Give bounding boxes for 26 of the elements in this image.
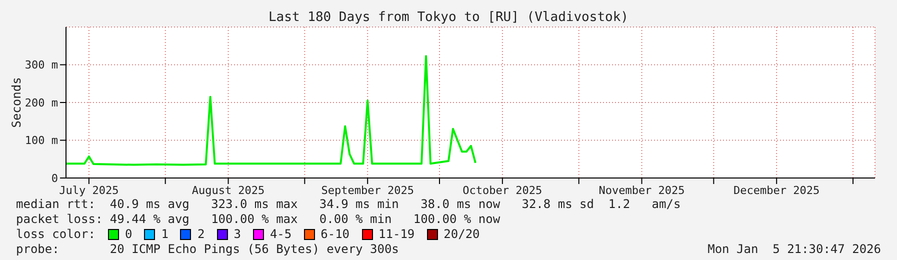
x-tick-label: August 2025 (192, 184, 265, 197)
y-axis-title: Seconds (9, 77, 24, 128)
legend-label: 3 (232, 227, 241, 242)
y-tick-label: 300 m (24, 58, 58, 72)
chart-title: Last 180 Days from Tokyo to [RU] (Vladivostok) (267, 10, 630, 25)
text: packet loss: 49.44 % avg 100.00 % max 0.00 % min 100.00 % now (16, 212, 502, 227)
legend-label: 1 (160, 227, 168, 242)
legend-label: 20/20 (442, 227, 480, 242)
x-tick-label: October 2025 (462, 184, 542, 197)
legend-label: 4-5 (268, 227, 292, 242)
y-tick-label: 100 m (24, 134, 58, 148)
y-tick-label: 0 (51, 172, 58, 185)
x-tick-label: December 2025 (734, 184, 820, 197)
text: probe: 20 ICMP Echo Pings (56 Bytes) every 300s (16, 242, 400, 257)
legend-label: 11-19 (378, 227, 415, 242)
text: median rtt: 40.9 ms avg 323.0 ms max 34.9 ms min 38.0 ms now 32.8 ms sd 1.2 am/s (16, 197, 681, 212)
line-series (66, 55, 476, 166)
x-tick-label: September 2025 (321, 184, 414, 197)
legend-label: 6-10 (320, 227, 350, 242)
legend-title: loss color: (16, 227, 96, 242)
legend-label: 0 (124, 227, 132, 242)
y-tick-label: 200 m (24, 96, 58, 110)
legend-label: 2 (196, 227, 205, 242)
text: Mon Jan 5 21:30:47 2026 (708, 242, 881, 257)
x-tick-label: July 2025 (59, 184, 119, 197)
x-tick-label: November 2025 (598, 184, 685, 197)
